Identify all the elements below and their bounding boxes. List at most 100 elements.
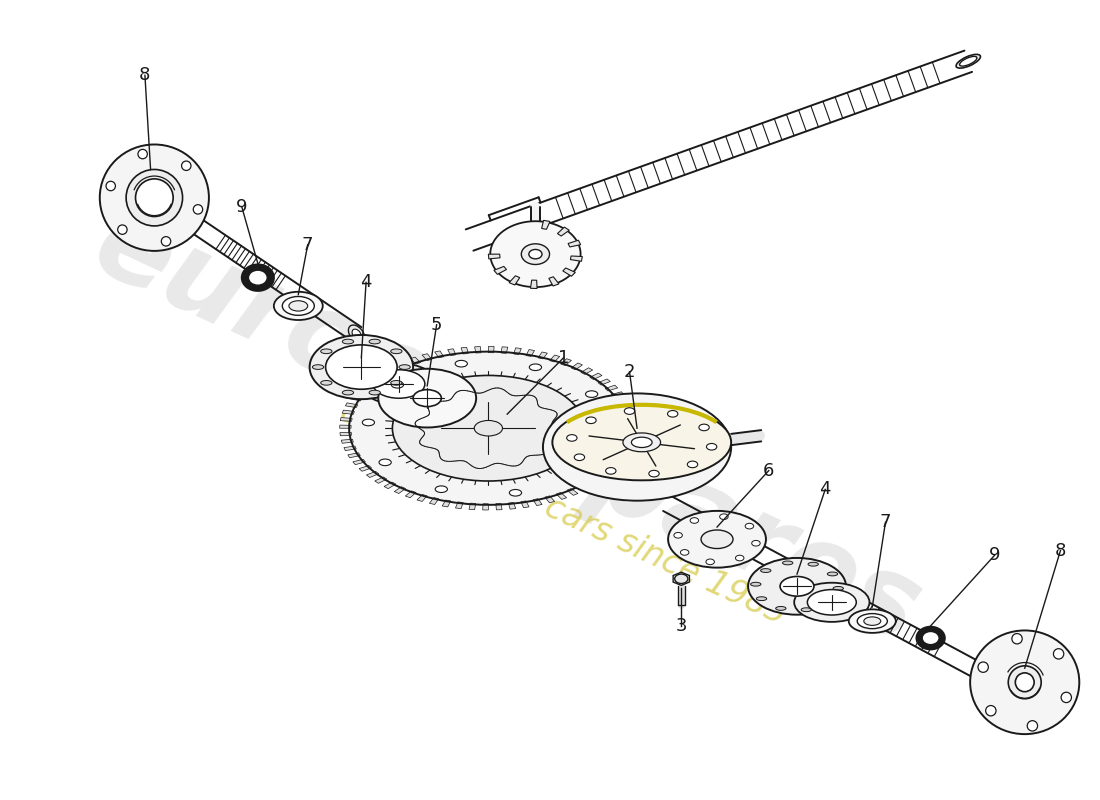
Polygon shape	[345, 403, 358, 407]
Ellipse shape	[922, 631, 939, 645]
Ellipse shape	[509, 490, 521, 496]
Ellipse shape	[864, 617, 881, 626]
Ellipse shape	[698, 424, 710, 430]
Ellipse shape	[701, 530, 733, 549]
Polygon shape	[429, 498, 439, 505]
Ellipse shape	[706, 443, 717, 450]
Ellipse shape	[625, 408, 635, 414]
Ellipse shape	[321, 349, 332, 354]
Ellipse shape	[529, 250, 542, 259]
Ellipse shape	[823, 600, 834, 604]
Polygon shape	[623, 442, 635, 446]
Polygon shape	[355, 389, 367, 394]
Polygon shape	[496, 503, 502, 510]
Text: 7: 7	[880, 514, 891, 531]
Ellipse shape	[274, 292, 322, 320]
Polygon shape	[626, 428, 637, 431]
Ellipse shape	[370, 390, 381, 395]
Text: 3: 3	[675, 617, 688, 635]
Ellipse shape	[782, 561, 793, 565]
Polygon shape	[538, 352, 548, 359]
Ellipse shape	[552, 404, 732, 480]
Polygon shape	[494, 266, 506, 274]
Ellipse shape	[379, 459, 392, 466]
Polygon shape	[488, 346, 494, 353]
Polygon shape	[544, 496, 554, 502]
Text: 8: 8	[140, 66, 151, 84]
Polygon shape	[625, 435, 637, 439]
Polygon shape	[624, 414, 636, 418]
Polygon shape	[340, 425, 351, 428]
Ellipse shape	[521, 244, 550, 265]
Polygon shape	[341, 439, 353, 443]
Polygon shape	[353, 459, 365, 465]
Text: 5: 5	[431, 316, 442, 334]
Polygon shape	[603, 468, 615, 474]
Polygon shape	[619, 449, 631, 454]
Ellipse shape	[757, 597, 767, 601]
Polygon shape	[344, 446, 356, 450]
Polygon shape	[461, 347, 469, 354]
Polygon shape	[508, 502, 516, 509]
Polygon shape	[399, 361, 410, 368]
Ellipse shape	[242, 265, 274, 291]
Ellipse shape	[342, 390, 353, 395]
Polygon shape	[568, 240, 581, 247]
Ellipse shape	[566, 434, 578, 442]
Polygon shape	[448, 349, 455, 355]
Ellipse shape	[736, 555, 744, 561]
Polygon shape	[340, 432, 352, 436]
Ellipse shape	[436, 486, 448, 493]
Ellipse shape	[690, 518, 698, 523]
Ellipse shape	[182, 161, 191, 170]
Ellipse shape	[249, 270, 267, 286]
Ellipse shape	[390, 349, 402, 354]
Polygon shape	[434, 351, 443, 358]
Polygon shape	[541, 220, 550, 230]
Polygon shape	[563, 268, 575, 276]
Ellipse shape	[649, 470, 659, 477]
Ellipse shape	[106, 182, 116, 190]
Text: 7: 7	[302, 236, 313, 254]
Polygon shape	[455, 502, 463, 509]
Polygon shape	[509, 276, 520, 285]
Ellipse shape	[674, 533, 682, 538]
Ellipse shape	[586, 417, 596, 423]
Polygon shape	[526, 350, 535, 357]
Ellipse shape	[574, 454, 584, 461]
Ellipse shape	[750, 582, 761, 586]
Polygon shape	[384, 482, 396, 489]
Polygon shape	[581, 368, 593, 374]
Ellipse shape	[668, 511, 766, 568]
Ellipse shape	[780, 577, 814, 596]
Ellipse shape	[986, 706, 996, 716]
Ellipse shape	[688, 461, 697, 468]
Ellipse shape	[1012, 634, 1022, 644]
Ellipse shape	[342, 339, 353, 344]
Text: 9: 9	[236, 198, 248, 216]
Ellipse shape	[326, 345, 397, 390]
Polygon shape	[350, 396, 362, 401]
Polygon shape	[422, 354, 432, 361]
Ellipse shape	[833, 586, 844, 590]
Polygon shape	[483, 504, 488, 510]
Polygon shape	[578, 484, 588, 490]
Ellipse shape	[916, 626, 945, 650]
Polygon shape	[549, 277, 559, 286]
Polygon shape	[388, 366, 399, 372]
Polygon shape	[534, 498, 542, 506]
Ellipse shape	[959, 56, 977, 66]
Ellipse shape	[760, 569, 771, 573]
Ellipse shape	[312, 365, 323, 370]
Polygon shape	[612, 392, 624, 397]
Ellipse shape	[362, 419, 374, 426]
Polygon shape	[475, 346, 481, 353]
Ellipse shape	[474, 421, 503, 436]
Ellipse shape	[808, 562, 818, 566]
Ellipse shape	[794, 582, 869, 622]
Ellipse shape	[623, 433, 661, 452]
Polygon shape	[359, 466, 372, 471]
Polygon shape	[378, 371, 390, 378]
Ellipse shape	[573, 468, 585, 475]
Ellipse shape	[370, 339, 381, 344]
